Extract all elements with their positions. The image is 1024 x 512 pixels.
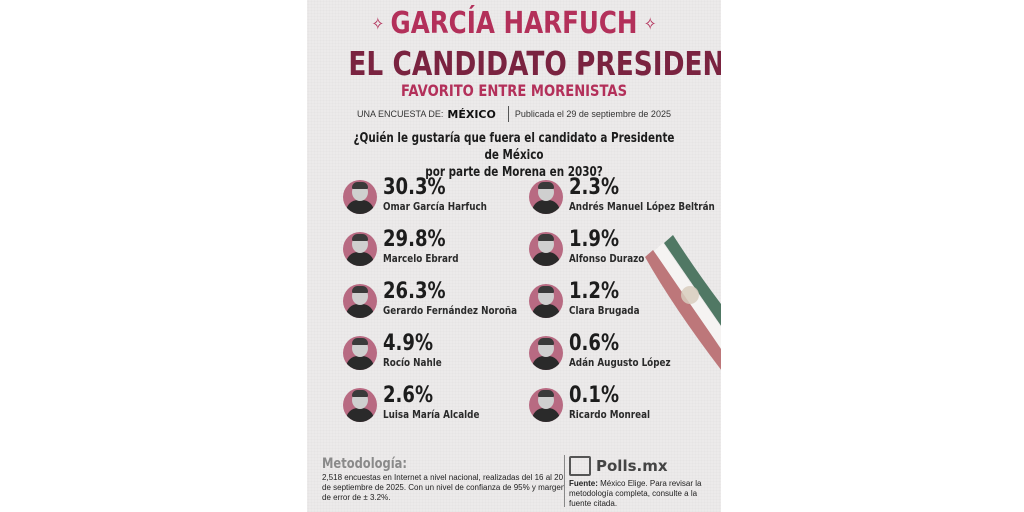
candidate-name: Adán Augusto López xyxy=(569,356,671,369)
sparkle-icon: ✧ xyxy=(371,14,384,35)
avatar xyxy=(529,284,563,318)
candidate-item: 0.6% Adán Augusto López xyxy=(529,332,721,384)
candidate-item: 1.9% Alfonso Durazo xyxy=(529,228,721,280)
candidate-name: Andrés Manuel López Beltrán xyxy=(569,200,715,213)
candidate-name: Ricardo Monreal xyxy=(569,408,651,421)
candidate-name: Rocío Nahle xyxy=(383,356,442,369)
candidate-name: Clara Brugada xyxy=(569,304,640,317)
methodology-text: 2,518 encuestas en Internet a nivel naci… xyxy=(322,473,566,502)
candidate-percent: 2.6% xyxy=(383,383,434,408)
sparkle-icon: ✧ xyxy=(644,14,657,35)
survey-question: ¿Quién le gustaría que fuera el candidat… xyxy=(348,130,679,181)
candidates-left-column: 30.3% Omar García Harfuch 29.8% Marcelo Eb… xyxy=(343,176,551,436)
candidate-percent: 29.8% xyxy=(383,227,446,252)
candidate-percent: 26.3% xyxy=(383,279,446,304)
candidate-percent: 1.2% xyxy=(569,279,620,304)
avatar xyxy=(343,180,377,214)
byline: UNA ENCUESTA DE: MÉXICO Publicada el 29 … xyxy=(307,106,721,122)
source-body: México Elige. Para revisar la metodologí… xyxy=(569,479,702,508)
methodology-heading: Metodología: xyxy=(322,456,408,472)
candidate-item: 4.9% Rocío Nahle xyxy=(343,332,551,384)
presidential-sash-icon xyxy=(645,235,721,370)
avatar xyxy=(343,336,377,370)
candidate-percent: 4.9% xyxy=(383,331,434,356)
avatar xyxy=(529,336,563,370)
survey-by-label: UNA ENCUESTA DE: xyxy=(357,109,444,119)
avatar xyxy=(343,284,377,318)
title-line-3: FAVORITO ENTRE MORENISTAS xyxy=(400,81,628,100)
mexico-elige-logo: MÉXICO xyxy=(447,107,496,121)
candidate-item: 2.6% Luisa María Alcalde xyxy=(343,384,551,436)
candidate-name: Gerardo Fernández Noroña xyxy=(383,304,518,317)
candidate-item: 2.3% Andrés Manuel López Beltrán xyxy=(529,176,721,228)
candidate-item: 1.2% Clara Brugada xyxy=(529,280,721,332)
title-text: GARCÍA HARFUCH xyxy=(390,6,638,41)
candidate-item: 29.8% Marcelo Ebrard xyxy=(343,228,551,280)
source-block: Polls.mx Fuente: México Elige. Para revi… xyxy=(569,456,719,509)
candidate-item: 0.1% Ricardo Monreal xyxy=(529,384,721,436)
avatar xyxy=(343,232,377,266)
candidate-percent: 30.3% xyxy=(383,175,446,200)
avatar xyxy=(529,388,563,422)
candidate-name: Luisa María Alcalde xyxy=(383,408,480,421)
candidate-percent: 2.3% xyxy=(569,175,620,200)
polls-mx-logo: Polls.mx xyxy=(569,456,719,476)
candidate-item: 30.3% Omar García Harfuch xyxy=(343,176,551,228)
candidate-percent: 0.6% xyxy=(569,331,620,356)
candidate-name: Alfonso Durazo xyxy=(569,252,645,265)
candidate-name: Omar García Harfuch xyxy=(383,200,487,213)
candidates-right-column: 2.3% Andrés Manuel López Beltrán 1.9% Alfo… xyxy=(529,176,721,436)
divider xyxy=(564,455,565,507)
avatar xyxy=(529,180,563,214)
title-line-2: EL CANDIDATO PRESIDENCIAL xyxy=(348,44,721,83)
candidate-percent: 1.9% xyxy=(569,227,620,252)
avatar xyxy=(343,388,377,422)
question-line-1: ¿Quién le gustaría que fuera el candidat… xyxy=(353,131,675,163)
avatar xyxy=(529,232,563,266)
divider xyxy=(507,106,509,122)
candidate-name: Marcelo Ebrard xyxy=(383,252,459,265)
candidate-percent: 0.1% xyxy=(569,383,620,408)
title-line-1: ✧ GARCÍA HARFUCH ✧ xyxy=(344,6,683,41)
methodology-block: Metodología: 2,518 encuestas en Internet… xyxy=(322,456,567,503)
question-line-2: por parte de Morena en 2030? xyxy=(425,165,603,180)
brand-name: Polls.mx xyxy=(596,457,668,475)
candidate-item: 26.3% Gerardo Fernández Noroña xyxy=(343,280,551,332)
source-label: Fuente: xyxy=(569,479,598,488)
published-date: Publicada el 29 de septiembre de 2025 xyxy=(514,109,671,119)
infographic-poster: ✧ GARCÍA HARFUCH ✧ EL CANDIDATO PRESIDENCI… xyxy=(307,0,721,512)
source-text: Fuente: México Elige. Para revisar la me… xyxy=(569,479,719,509)
chart-icon xyxy=(569,456,591,476)
